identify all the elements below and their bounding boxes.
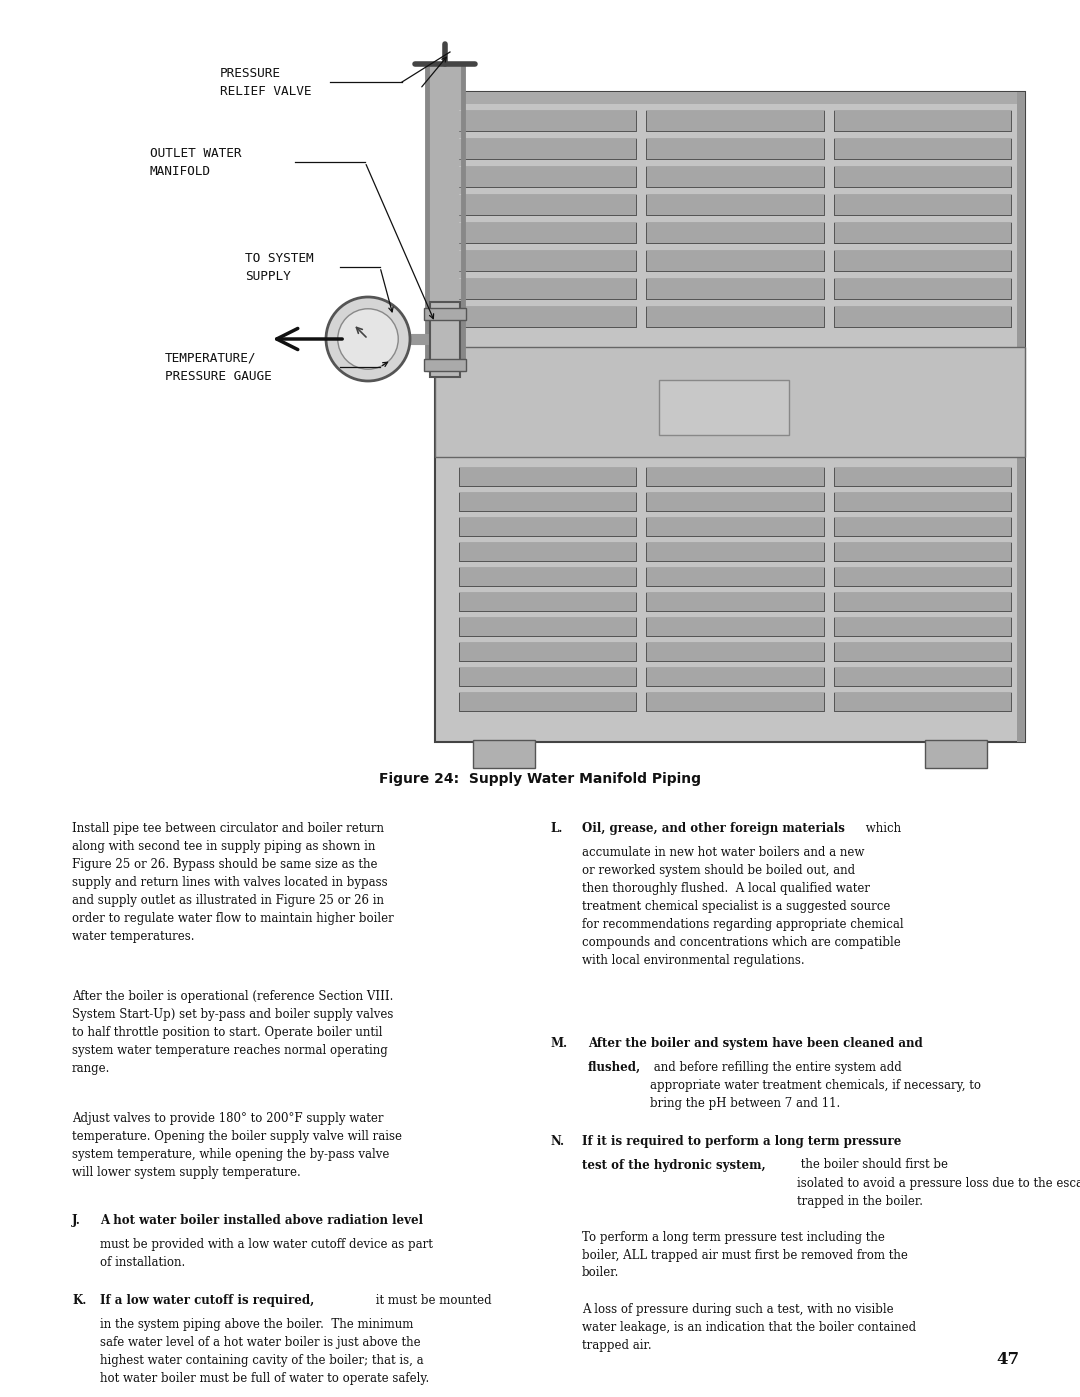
Bar xyxy=(459,278,636,299)
Text: Adjust valves to provide 180° to 200°F supply water
temperature. Opening the boi: Adjust valves to provide 180° to 200°F s… xyxy=(72,1112,402,1179)
Bar xyxy=(834,250,1011,271)
Bar xyxy=(459,222,636,243)
Text: K.: K. xyxy=(72,1294,86,1308)
Text: If it is required to perform a long term pressure: If it is required to perform a long term… xyxy=(582,1134,902,1148)
Text: If a low water cutoff is required,: If a low water cutoff is required, xyxy=(100,1294,314,1308)
Bar xyxy=(459,692,636,711)
Text: Figure 24:  Supply Water Manifold Piping: Figure 24: Supply Water Manifold Piping xyxy=(379,773,701,787)
Bar xyxy=(646,194,824,215)
Bar xyxy=(1017,92,1025,742)
Text: L.: L. xyxy=(550,821,563,835)
Bar xyxy=(659,380,789,434)
Bar xyxy=(459,567,636,585)
Bar xyxy=(459,467,636,486)
Text: J.: J. xyxy=(72,1214,81,1227)
Text: it must be mounted: it must be mounted xyxy=(372,1294,491,1308)
Bar xyxy=(834,643,1011,661)
Bar xyxy=(430,302,460,377)
Bar xyxy=(646,166,824,187)
Bar xyxy=(435,346,1025,457)
Text: Install pipe tee between circulator and boiler return
along with second tee in s: Install pipe tee between circulator and … xyxy=(72,821,394,943)
Bar xyxy=(435,92,1025,742)
Bar xyxy=(459,194,636,215)
Bar xyxy=(646,222,824,243)
Bar xyxy=(424,307,465,320)
Bar xyxy=(459,643,636,661)
Bar xyxy=(424,359,465,370)
Text: A loss of pressure during such a test, with no visible
water leakage, is an indi: A loss of pressure during such a test, w… xyxy=(582,1302,916,1351)
Bar xyxy=(834,592,1011,610)
Bar xyxy=(646,517,824,535)
Bar xyxy=(646,306,824,327)
Bar xyxy=(646,250,824,271)
Text: which: which xyxy=(862,821,901,835)
Text: accumulate in new hot water boilers and a new
or reworked system should be boile: accumulate in new hot water boilers and … xyxy=(582,845,904,967)
Text: After the boiler and system have been cleaned and: After the boiler and system have been cl… xyxy=(588,1037,922,1051)
Bar xyxy=(834,492,1011,510)
Bar xyxy=(834,306,1011,327)
Circle shape xyxy=(338,309,399,369)
Bar xyxy=(924,740,987,768)
Bar xyxy=(834,467,1011,486)
Text: Oil, grease, and other foreign materials: Oil, grease, and other foreign materials xyxy=(582,821,845,835)
Text: 47: 47 xyxy=(997,1351,1020,1368)
Bar xyxy=(646,138,824,159)
Bar xyxy=(646,567,824,585)
Bar xyxy=(646,617,824,636)
Text: PRESSURE
RELIEF VALVE: PRESSURE RELIEF VALVE xyxy=(220,67,311,98)
Bar xyxy=(834,617,1011,636)
Bar xyxy=(646,110,824,131)
Bar xyxy=(834,138,1011,159)
Bar xyxy=(834,166,1011,187)
Bar xyxy=(646,542,824,560)
Text: To perform a long term pressure test including the
boiler, ALL trapped air must : To perform a long term pressure test inc… xyxy=(582,1231,908,1280)
Bar xyxy=(834,517,1011,535)
Bar xyxy=(646,666,824,686)
Bar xyxy=(459,592,636,610)
Bar xyxy=(646,467,824,486)
Bar xyxy=(646,492,824,510)
Text: N.: N. xyxy=(550,1134,564,1148)
Bar xyxy=(834,194,1011,215)
Bar xyxy=(435,92,1025,103)
Bar xyxy=(834,692,1011,711)
Bar xyxy=(646,592,824,610)
Bar xyxy=(459,110,636,131)
Text: flushed,: flushed, xyxy=(588,1060,642,1073)
Text: TO SYSTEM
SUPPLY: TO SYSTEM SUPPLY xyxy=(245,251,313,282)
Bar xyxy=(646,643,824,661)
Text: and before refilling the entire system add
appropriate water treatment chemicals: and before refilling the entire system a… xyxy=(650,1060,981,1109)
Bar xyxy=(646,278,824,299)
Bar xyxy=(459,166,636,187)
Bar xyxy=(459,492,636,510)
Bar xyxy=(459,250,636,271)
Circle shape xyxy=(326,298,410,381)
Bar xyxy=(459,517,636,535)
Bar xyxy=(459,617,636,636)
Bar xyxy=(834,222,1011,243)
Bar xyxy=(834,567,1011,585)
Bar xyxy=(834,278,1011,299)
Bar xyxy=(473,740,535,768)
Text: A hot water boiler installed above radiation level: A hot water boiler installed above radia… xyxy=(100,1214,423,1227)
Bar xyxy=(834,542,1011,560)
Text: test of the hydronic system,: test of the hydronic system, xyxy=(582,1158,766,1172)
Bar xyxy=(459,542,636,560)
Bar xyxy=(834,666,1011,686)
Text: TEMPERATURE/
PRESSURE GAUGE: TEMPERATURE/ PRESSURE GAUGE xyxy=(165,352,272,383)
Text: the boiler should first be
isolated to avoid a pressure loss due to the escape o: the boiler should first be isolated to a… xyxy=(797,1158,1080,1207)
Bar xyxy=(459,666,636,686)
Bar xyxy=(459,306,636,327)
Text: in the system piping above the boiler.  The minimum
safe water level of a hot wa: in the system piping above the boiler. T… xyxy=(100,1317,429,1384)
Bar xyxy=(834,110,1011,131)
Text: must be provided with a low water cutoff device as part
of installation.: must be provided with a low water cutoff… xyxy=(100,1238,433,1268)
Text: M.: M. xyxy=(550,1037,567,1051)
Bar xyxy=(646,692,824,711)
Text: After the boiler is operational (reference Section VIII.
System Start-Up) set by: After the boiler is operational (referen… xyxy=(72,990,393,1076)
Text: OUTLET WATER
MANIFOLD: OUTLET WATER MANIFOLD xyxy=(150,147,242,177)
Bar xyxy=(459,138,636,159)
